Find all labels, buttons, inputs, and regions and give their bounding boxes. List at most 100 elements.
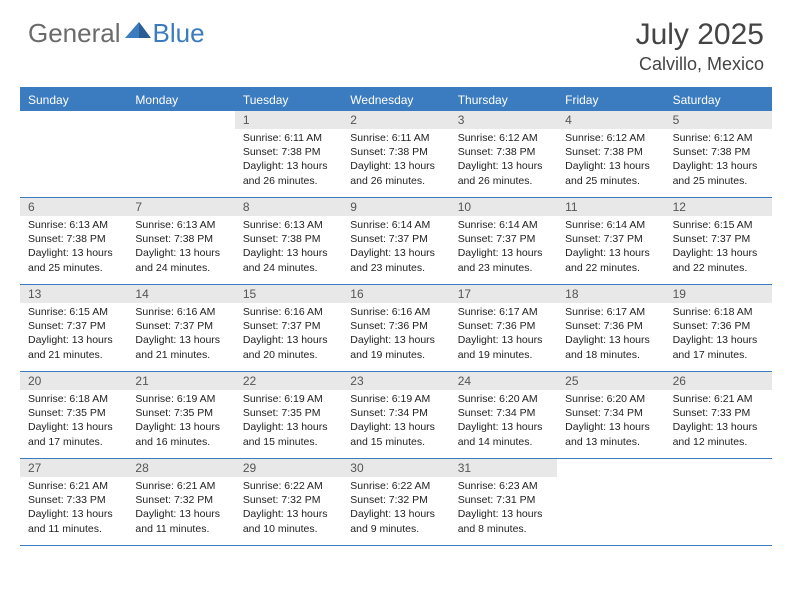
day-body: Sunrise: 6:13 AMSunset: 7:38 PMDaylight:… [235, 216, 342, 279]
day-body: Sunrise: 6:19 AMSunset: 7:35 PMDaylight:… [127, 390, 234, 453]
day-number: 17 [450, 285, 557, 303]
daylight-line: Daylight: 13 hours and 8 minutes. [458, 507, 549, 535]
daylight-line: Daylight: 13 hours and 23 minutes. [458, 246, 549, 274]
day-cell: 30Sunrise: 6:22 AMSunset: 7:32 PMDayligh… [342, 459, 449, 545]
empty-cell [665, 459, 772, 545]
daylight-line: Daylight: 13 hours and 20 minutes. [243, 333, 334, 361]
sunset-line: Sunset: 7:34 PM [458, 406, 549, 420]
day-number: 16 [342, 285, 449, 303]
day-number: 26 [665, 372, 772, 390]
sunrise-line: Sunrise: 6:19 AM [135, 392, 226, 406]
day-body: Sunrise: 6:21 AMSunset: 7:33 PMDaylight:… [20, 477, 127, 540]
day-cell: 18Sunrise: 6:17 AMSunset: 7:36 PMDayligh… [557, 285, 664, 371]
day-body: Sunrise: 6:15 AMSunset: 7:37 PMDaylight:… [20, 303, 127, 366]
day-number: 12 [665, 198, 772, 216]
week-row: 1Sunrise: 6:11 AMSunset: 7:38 PMDaylight… [20, 111, 772, 198]
empty-cell [127, 111, 234, 197]
daylight-line: Daylight: 13 hours and 24 minutes. [135, 246, 226, 274]
sunrise-line: Sunrise: 6:12 AM [673, 131, 764, 145]
sunset-line: Sunset: 7:36 PM [350, 319, 441, 333]
day-number: 20 [20, 372, 127, 390]
daylight-line: Daylight: 13 hours and 25 minutes. [673, 159, 764, 187]
sunrise-line: Sunrise: 6:15 AM [28, 305, 119, 319]
sunset-line: Sunset: 7:35 PM [28, 406, 119, 420]
day-number: 3 [450, 111, 557, 129]
day-body: Sunrise: 6:16 AMSunset: 7:37 PMDaylight:… [235, 303, 342, 366]
day-body: Sunrise: 6:19 AMSunset: 7:34 PMDaylight:… [342, 390, 449, 453]
day-cell: 27Sunrise: 6:21 AMSunset: 7:33 PMDayligh… [20, 459, 127, 545]
day-cell: 11Sunrise: 6:14 AMSunset: 7:37 PMDayligh… [557, 198, 664, 284]
weeks-container: 1Sunrise: 6:11 AMSunset: 7:38 PMDaylight… [20, 111, 772, 546]
day-cell: 3Sunrise: 6:12 AMSunset: 7:38 PMDaylight… [450, 111, 557, 197]
sunset-line: Sunset: 7:31 PM [458, 493, 549, 507]
daylight-line: Daylight: 13 hours and 22 minutes. [673, 246, 764, 274]
dayhead-fri: Friday [557, 89, 664, 111]
dayhead-sat: Saturday [665, 89, 772, 111]
sunset-line: Sunset: 7:37 PM [243, 319, 334, 333]
day-number: 7 [127, 198, 234, 216]
sunrise-line: Sunrise: 6:18 AM [673, 305, 764, 319]
logo: General Blue [28, 18, 205, 49]
logo-text-general: General [28, 18, 121, 49]
sunrise-line: Sunrise: 6:22 AM [243, 479, 334, 493]
day-cell: 6Sunrise: 6:13 AMSunset: 7:38 PMDaylight… [20, 198, 127, 284]
sunset-line: Sunset: 7:38 PM [350, 145, 441, 159]
sunrise-line: Sunrise: 6:17 AM [458, 305, 549, 319]
daylight-line: Daylight: 13 hours and 26 minutes. [350, 159, 441, 187]
day-cell: 14Sunrise: 6:16 AMSunset: 7:37 PMDayligh… [127, 285, 234, 371]
sunset-line: Sunset: 7:36 PM [565, 319, 656, 333]
sunset-line: Sunset: 7:32 PM [243, 493, 334, 507]
sunrise-line: Sunrise: 6:22 AM [350, 479, 441, 493]
daylight-line: Daylight: 13 hours and 11 minutes. [135, 507, 226, 535]
day-body: Sunrise: 6:12 AMSunset: 7:38 PMDaylight:… [557, 129, 664, 192]
daylight-line: Daylight: 13 hours and 17 minutes. [28, 420, 119, 448]
empty-cell [557, 459, 664, 545]
sunset-line: Sunset: 7:38 PM [28, 232, 119, 246]
sunset-line: Sunset: 7:33 PM [28, 493, 119, 507]
calendar: Sunday Monday Tuesday Wednesday Thursday… [20, 87, 772, 546]
daylight-line: Daylight: 13 hours and 12 minutes. [673, 420, 764, 448]
day-cell: 20Sunrise: 6:18 AMSunset: 7:35 PMDayligh… [20, 372, 127, 458]
day-body: Sunrise: 6:13 AMSunset: 7:38 PMDaylight:… [127, 216, 234, 279]
day-body: Sunrise: 6:21 AMSunset: 7:32 PMDaylight:… [127, 477, 234, 540]
day-body: Sunrise: 6:22 AMSunset: 7:32 PMDaylight:… [342, 477, 449, 540]
sunrise-line: Sunrise: 6:19 AM [243, 392, 334, 406]
day-body: Sunrise: 6:19 AMSunset: 7:35 PMDaylight:… [235, 390, 342, 453]
day-cell: 31Sunrise: 6:23 AMSunset: 7:31 PMDayligh… [450, 459, 557, 545]
sunrise-line: Sunrise: 6:21 AM [673, 392, 764, 406]
day-body: Sunrise: 6:18 AMSunset: 7:35 PMDaylight:… [20, 390, 127, 453]
sunrise-line: Sunrise: 6:18 AM [28, 392, 119, 406]
daylight-line: Daylight: 13 hours and 25 minutes. [565, 159, 656, 187]
sunrise-line: Sunrise: 6:17 AM [565, 305, 656, 319]
day-cell: 10Sunrise: 6:14 AMSunset: 7:37 PMDayligh… [450, 198, 557, 284]
day-body: Sunrise: 6:23 AMSunset: 7:31 PMDaylight:… [450, 477, 557, 540]
sunrise-line: Sunrise: 6:13 AM [28, 218, 119, 232]
sunset-line: Sunset: 7:32 PM [135, 493, 226, 507]
day-number: 15 [235, 285, 342, 303]
day-cell: 28Sunrise: 6:21 AMSunset: 7:32 PMDayligh… [127, 459, 234, 545]
week-row: 20Sunrise: 6:18 AMSunset: 7:35 PMDayligh… [20, 372, 772, 459]
sunset-line: Sunset: 7:37 PM [135, 319, 226, 333]
day-body: Sunrise: 6:12 AMSunset: 7:38 PMDaylight:… [665, 129, 772, 192]
day-number: 6 [20, 198, 127, 216]
sunset-line: Sunset: 7:37 PM [458, 232, 549, 246]
sunset-line: Sunset: 7:36 PM [673, 319, 764, 333]
daylight-line: Daylight: 13 hours and 21 minutes. [135, 333, 226, 361]
day-body: Sunrise: 6:16 AMSunset: 7:37 PMDaylight:… [127, 303, 234, 366]
month-title: July 2025 [636, 18, 764, 52]
day-body: Sunrise: 6:13 AMSunset: 7:38 PMDaylight:… [20, 216, 127, 279]
sunset-line: Sunset: 7:35 PM [135, 406, 226, 420]
dayhead-mon: Monday [127, 89, 234, 111]
dayhead-thu: Thursday [450, 89, 557, 111]
sunset-line: Sunset: 7:32 PM [350, 493, 441, 507]
day-number: 25 [557, 372, 664, 390]
sunrise-line: Sunrise: 6:13 AM [243, 218, 334, 232]
sunset-line: Sunset: 7:36 PM [458, 319, 549, 333]
sunrise-line: Sunrise: 6:21 AM [28, 479, 119, 493]
day-number: 11 [557, 198, 664, 216]
daylight-line: Daylight: 13 hours and 24 minutes. [243, 246, 334, 274]
day-cell: 23Sunrise: 6:19 AMSunset: 7:34 PMDayligh… [342, 372, 449, 458]
daylight-line: Daylight: 13 hours and 13 minutes. [565, 420, 656, 448]
sunset-line: Sunset: 7:33 PM [673, 406, 764, 420]
day-cell: 21Sunrise: 6:19 AMSunset: 7:35 PMDayligh… [127, 372, 234, 458]
